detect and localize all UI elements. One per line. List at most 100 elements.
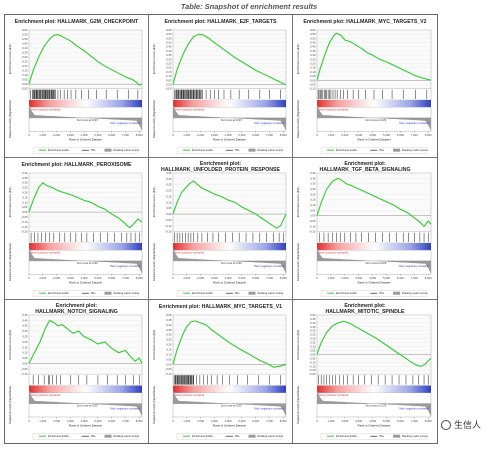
x-tick-label: 4,000 <box>369 419 376 423</box>
x-tick-label: 7,000 <box>411 133 418 137</box>
x-tick-label: 7,000 <box>411 276 418 280</box>
y-tick-label: -0.05 <box>21 87 28 91</box>
rank-color-bar <box>317 99 431 108</box>
x-axis-label: Rank in Ordered Dataset <box>357 280 390 284</box>
y-tick-label: -0.20 <box>21 229 28 233</box>
legend-item: Enrichment profile <box>336 435 357 439</box>
x-tick-label: 6,000 <box>252 133 259 137</box>
x-tick-label: 4,000 <box>81 419 88 423</box>
enrichment-plot-3: Enrichment plot: HALLMARK_MYC_TARGETS_V2… <box>293 15 437 158</box>
x-tick-label: 2,000 <box>53 133 60 137</box>
y-tick-label: -0.10 <box>21 373 28 377</box>
enrichment-plot-5: Enrichment plot: HALLMARK_UNFOLDED_PROTEI… <box>149 157 293 301</box>
legend-swatch-metric <box>104 148 112 152</box>
y-axis-label: Enrichment score (ES) <box>296 330 300 360</box>
plot-title: Enrichment plot: <box>344 161 386 167</box>
x-tick-label: 0 <box>316 419 318 423</box>
enrichment-plot-4: Enrichment plot: HALLMARK_PEROXISOME 0.40… <box>5 157 149 301</box>
y-tick-label: 0.10 <box>310 70 316 74</box>
plot-title: Enrichment plot: HALLMARK_MYC_TARGETS_V2 <box>303 19 426 25</box>
legend-swatch-metric <box>248 435 256 439</box>
x-tick-label: 6,000 <box>108 276 115 280</box>
legend-item: Hits <box>235 148 240 152</box>
y-tick-label: 0.40 <box>310 171 316 175</box>
y-tick-label: 0.15 <box>166 348 172 352</box>
y-tick-label: 0.25 <box>22 335 28 339</box>
x-axis-label: Rank in Ordered Dataset <box>213 424 246 428</box>
legend-item: Hits <box>379 291 384 295</box>
y-tick-label: 0.05 <box>166 78 172 82</box>
hits-panel <box>316 231 432 243</box>
y-tick-label: 0.45 <box>310 41 316 45</box>
enrichment-profile-line <box>316 32 432 81</box>
enrichment-plot-svg: Enrichment plot:HALLMARK_NOTCH_SIGNALING… <box>5 300 148 443</box>
legend-item: Ranking metric scores <box>402 291 428 295</box>
x-axis-label: Rank in Ordered Dataset <box>69 280 102 284</box>
y-tick-label: -0.15 <box>309 229 316 233</box>
legend-item: Ranking metric scores <box>114 435 140 439</box>
y-tick-label: 0.00 <box>310 213 316 217</box>
x-tick-label: 5,000 <box>94 133 101 137</box>
legend-item: Ranking metric scores <box>402 435 428 439</box>
enrichment-plot-2: Enrichment plot: HALLMARK_E2F_TARGETS 0.6… <box>149 15 293 158</box>
enrichment-plot-8: Enrichment plot: HALLMARK_MYC_TARGETS_V1… <box>149 300 293 443</box>
y-tick-label: 0.00 <box>310 353 316 357</box>
y-tick-label: 0.15 <box>310 66 316 70</box>
y-axis-label: Ranked list metric (Signal2Noise) <box>296 100 300 138</box>
x-tick-label: 4,000 <box>369 276 376 280</box>
y-axis-label: Ranked list metric (Signal2Noise) <box>296 386 300 424</box>
y-tick-label: 0.15 <box>22 346 28 350</box>
y-tick-label: -0.05 <box>165 87 172 91</box>
x-tick-label: 7,000 <box>411 419 418 423</box>
legend-swatch-metric <box>248 148 256 152</box>
enrichment-plot-svg: Enrichment plot:HALLMARK_MITOTIC_SPINDLE… <box>293 300 437 443</box>
x-tick-label: 3,000 <box>211 276 218 280</box>
x-axis-label: Rank in Ordered Dataset <box>213 137 246 141</box>
x-tick-label: 4,000 <box>225 419 232 423</box>
y-tick-label: 0.60 <box>22 28 28 32</box>
y-tick-label: 0.30 <box>310 181 316 185</box>
y-tick-label: 0.25 <box>166 62 172 66</box>
hits-panel <box>172 231 287 243</box>
y-tick-label: 0.30 <box>166 176 172 180</box>
y-tick-label: 0.20 <box>166 66 172 70</box>
neg-correlation-label: 'Mixe' (negatively correlated) <box>110 122 140 125</box>
legend-item: Hits <box>379 148 384 152</box>
enrichment-profile-line <box>28 319 143 365</box>
plot-title: Enrichment plot: <box>200 161 242 167</box>
x-tick-label: 8,000 <box>425 419 432 423</box>
rank-color-bar <box>317 242 431 250</box>
legend-item: Hits <box>379 435 384 439</box>
y-tick-label: 0.20 <box>166 188 172 192</box>
y-tick-label: 0.45 <box>22 313 28 317</box>
y-tick-label: 0.10 <box>310 345 316 349</box>
enrichment-plot-1: Enrichment plot: HALLMARK_G2M_CHECKPOINT… <box>5 15 149 158</box>
y-tick-label: 0.10 <box>166 353 172 357</box>
legend-item: Hits <box>235 435 240 439</box>
y-tick-label: 0.00 <box>22 82 28 86</box>
y-tick-label: 0.15 <box>310 341 316 345</box>
y-tick-label: 0.50 <box>166 41 172 45</box>
y-tick-label: 0.00 <box>22 362 28 366</box>
y-tick-label: 0.20 <box>310 337 316 341</box>
enrichment-profile-line <box>28 181 143 229</box>
y-tick-label: -0.05 <box>21 215 28 219</box>
x-axis-label: Rank in Ordered Dataset <box>69 424 102 428</box>
y-tick-label: 0.20 <box>310 62 316 66</box>
y-axis-label: Enrichment score (ES) <box>296 44 300 74</box>
y-tick-label: 0.25 <box>166 182 172 186</box>
neg-correlation-label: 'Mixe' (negatively correlated) <box>110 408 140 411</box>
y-tick-label: -0.25 <box>309 373 316 377</box>
y-tick-label: 0.30 <box>310 329 316 333</box>
legend-swatch-metric <box>104 435 112 439</box>
y-tick-label: 0.25 <box>22 60 28 64</box>
page-caption: Table: Snapshot of enrichment results <box>180 2 318 11</box>
hits-panel <box>28 231 143 243</box>
y-tick-label: 0.25 <box>310 333 316 337</box>
y-tick-label: 0.45 <box>166 318 172 322</box>
y-tick-label: 0.55 <box>310 32 316 36</box>
plot-title: Enrichment plot: HALLMARK_G2M_CHECKPOINT <box>15 19 139 25</box>
x-tick-label: 0 <box>316 276 318 280</box>
legend-item: Enrichment profile <box>48 435 69 439</box>
y-axis-label: Ranked list metric (Signal2Noise) <box>152 100 156 138</box>
